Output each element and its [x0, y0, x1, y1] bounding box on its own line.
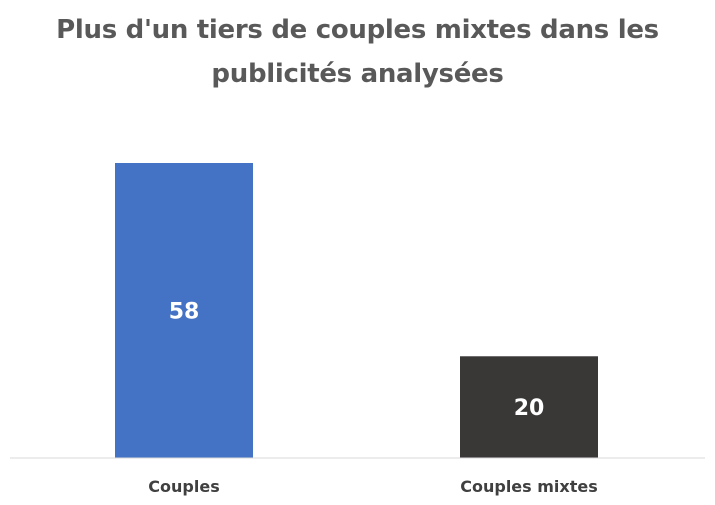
data-label-1: 58	[169, 300, 200, 325]
bar-1	[115, 163, 253, 458]
data-label-2: 20	[514, 396, 545, 421]
chart-title-line-2: publicités analysées	[211, 59, 504, 89]
category-label-1: Couples	[148, 477, 219, 496]
bars-group	[115, 163, 598, 458]
chart-title-line-1: Plus d'un tiers de couples mixtes dans l…	[56, 15, 659, 45]
bar-2	[460, 356, 598, 458]
labels-group: 58 Couples 20 Couples mixtes	[148, 300, 597, 497]
chart-title: Plus d'un tiers de couples mixtes dans l…	[0, 8, 715, 96]
category-label-2: Couples mixtes	[460, 477, 598, 496]
